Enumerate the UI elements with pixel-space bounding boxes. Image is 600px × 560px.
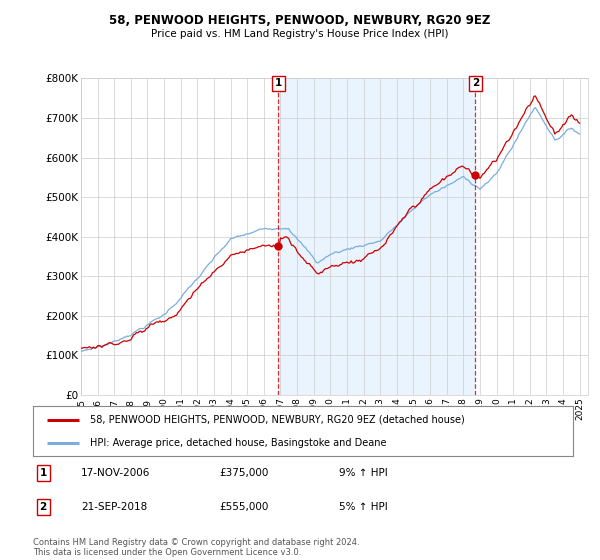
Bar bbox=[278, 78, 475, 395]
Text: 1: 1 bbox=[40, 468, 47, 478]
Text: Contains HM Land Registry data © Crown copyright and database right 2024.
This d: Contains HM Land Registry data © Crown c… bbox=[33, 538, 359, 557]
Text: 2: 2 bbox=[472, 78, 479, 88]
Text: Price paid vs. HM Land Registry's House Price Index (HPI): Price paid vs. HM Land Registry's House … bbox=[151, 29, 449, 39]
Text: 17-NOV-2006: 17-NOV-2006 bbox=[81, 468, 151, 478]
Text: 9% ↑ HPI: 9% ↑ HPI bbox=[339, 468, 388, 478]
Text: 21-SEP-2018: 21-SEP-2018 bbox=[81, 502, 147, 512]
Text: 58, PENWOOD HEIGHTS, PENWOOD, NEWBURY, RG20 9EZ (detached house): 58, PENWOOD HEIGHTS, PENWOOD, NEWBURY, R… bbox=[90, 414, 464, 424]
Text: 2: 2 bbox=[40, 502, 47, 512]
Text: 1: 1 bbox=[275, 78, 282, 88]
Text: 5% ↑ HPI: 5% ↑ HPI bbox=[339, 502, 388, 512]
Text: 58, PENWOOD HEIGHTS, PENWOOD, NEWBURY, RG20 9EZ: 58, PENWOOD HEIGHTS, PENWOOD, NEWBURY, R… bbox=[109, 14, 491, 27]
Text: £375,000: £375,000 bbox=[219, 468, 268, 478]
Text: HPI: Average price, detached house, Basingstoke and Deane: HPI: Average price, detached house, Basi… bbox=[90, 438, 386, 448]
Text: £555,000: £555,000 bbox=[219, 502, 268, 512]
